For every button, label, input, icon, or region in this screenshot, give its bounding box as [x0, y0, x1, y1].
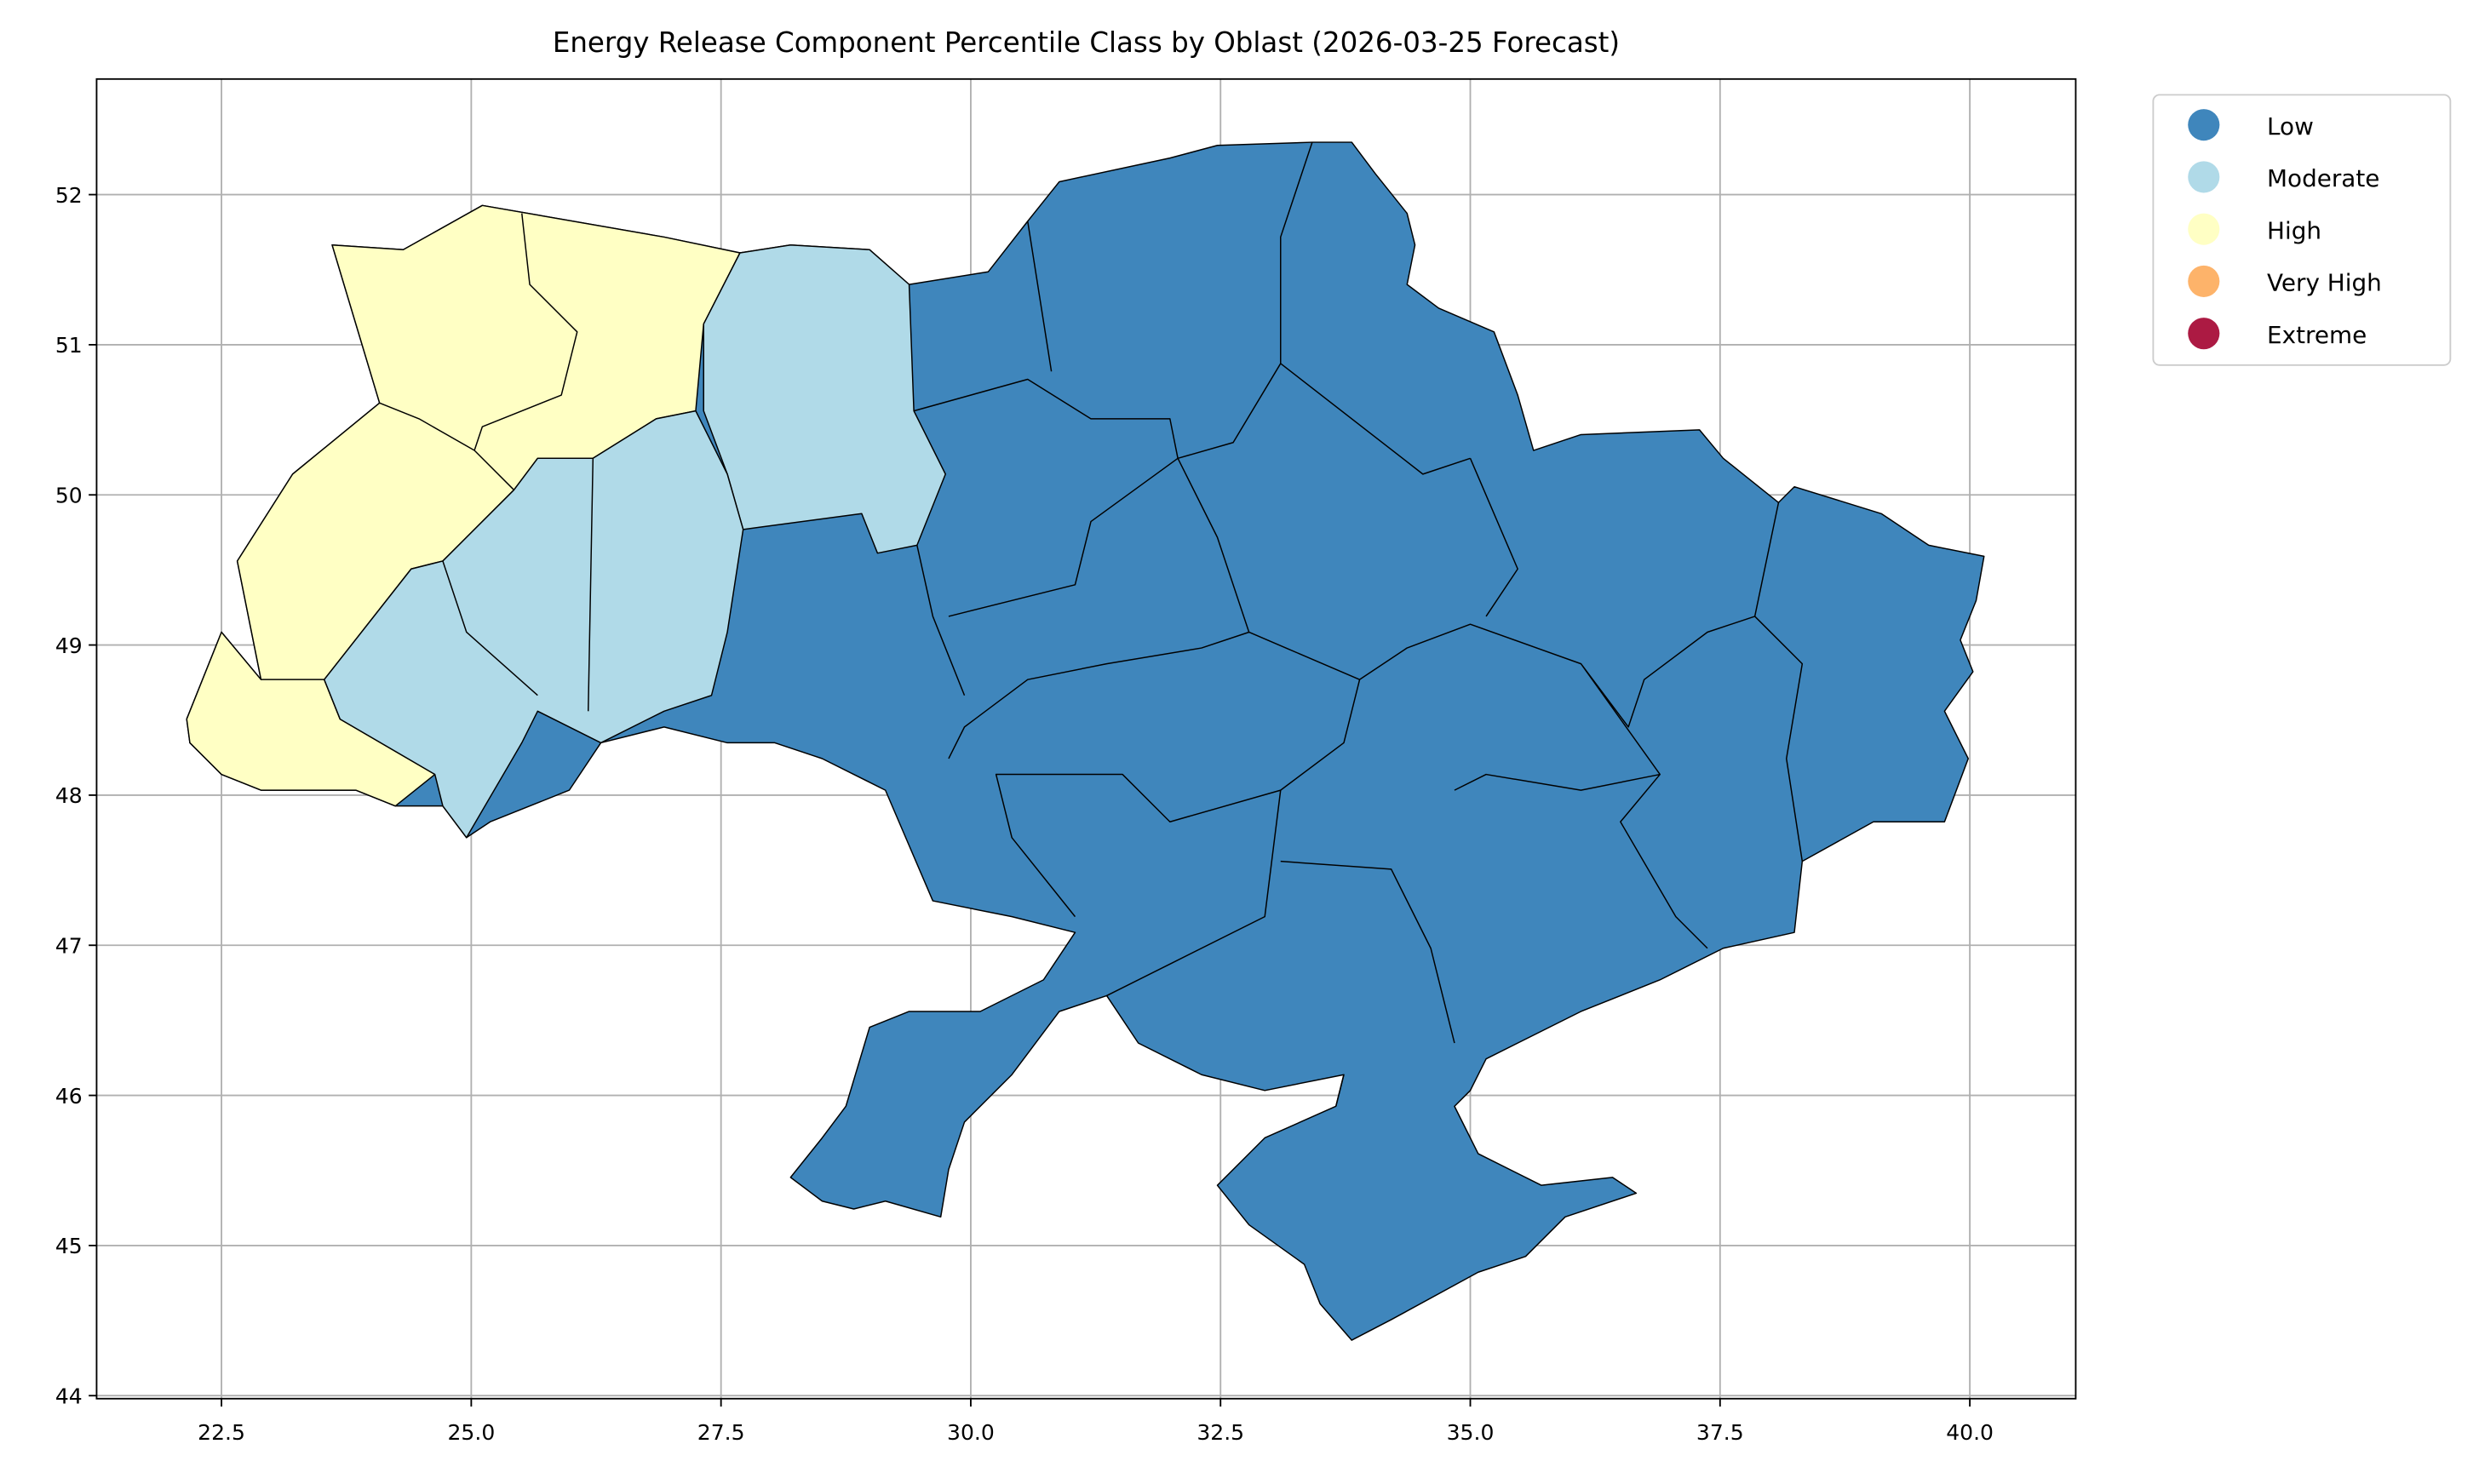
y-tick-label: 47 [55, 934, 83, 959]
x-tick-label: 27.5 [697, 1420, 745, 1445]
y-tick-label: 48 [55, 783, 83, 808]
legend-label: Moderate [2267, 164, 2379, 192]
x-tick-label: 40.0 [1946, 1420, 1994, 1445]
legend-marker [2188, 213, 2220, 245]
oblast-region [703, 244, 946, 554]
y-tick-label: 50 [55, 484, 83, 508]
y-tick-label: 45 [55, 1234, 83, 1258]
x-tick-label: 22.5 [198, 1420, 245, 1445]
legend-label: Very High [2267, 269, 2382, 297]
legend-label: High [2267, 216, 2321, 244]
y-tick-label: 51 [55, 333, 83, 358]
map [186, 141, 1985, 1341]
oblast-region [324, 410, 744, 839]
y-tick-label: 46 [55, 1084, 83, 1109]
y-tick-label: 49 [55, 633, 83, 658]
legend-marker [2188, 161, 2220, 193]
legend-label: Extreme [2267, 321, 2367, 349]
legend-box [2152, 94, 2452, 366]
legend-label: Low [2267, 112, 2314, 140]
x-tick-label: 35.0 [1447, 1420, 1495, 1445]
y-tick-label: 44 [55, 1384, 83, 1409]
chart-title: Energy Release Component Percentile Clas… [553, 26, 1620, 59]
legend-marker [2188, 109, 2220, 141]
oblast-border [261, 141, 1804, 1107]
legend-marker [2188, 318, 2220, 350]
x-tick-label: 25.0 [447, 1420, 495, 1445]
x-tick-label: 30.0 [947, 1420, 995, 1445]
x-tick-label: 37.5 [1696, 1420, 1744, 1445]
y-tick-label: 52 [55, 183, 83, 208]
x-tick-label: 32.5 [1196, 1420, 1244, 1445]
legend: Low Moderate High Very High Extreme [2152, 94, 2452, 366]
legend-marker [2188, 265, 2220, 297]
axes-frame [95, 77, 2077, 1400]
